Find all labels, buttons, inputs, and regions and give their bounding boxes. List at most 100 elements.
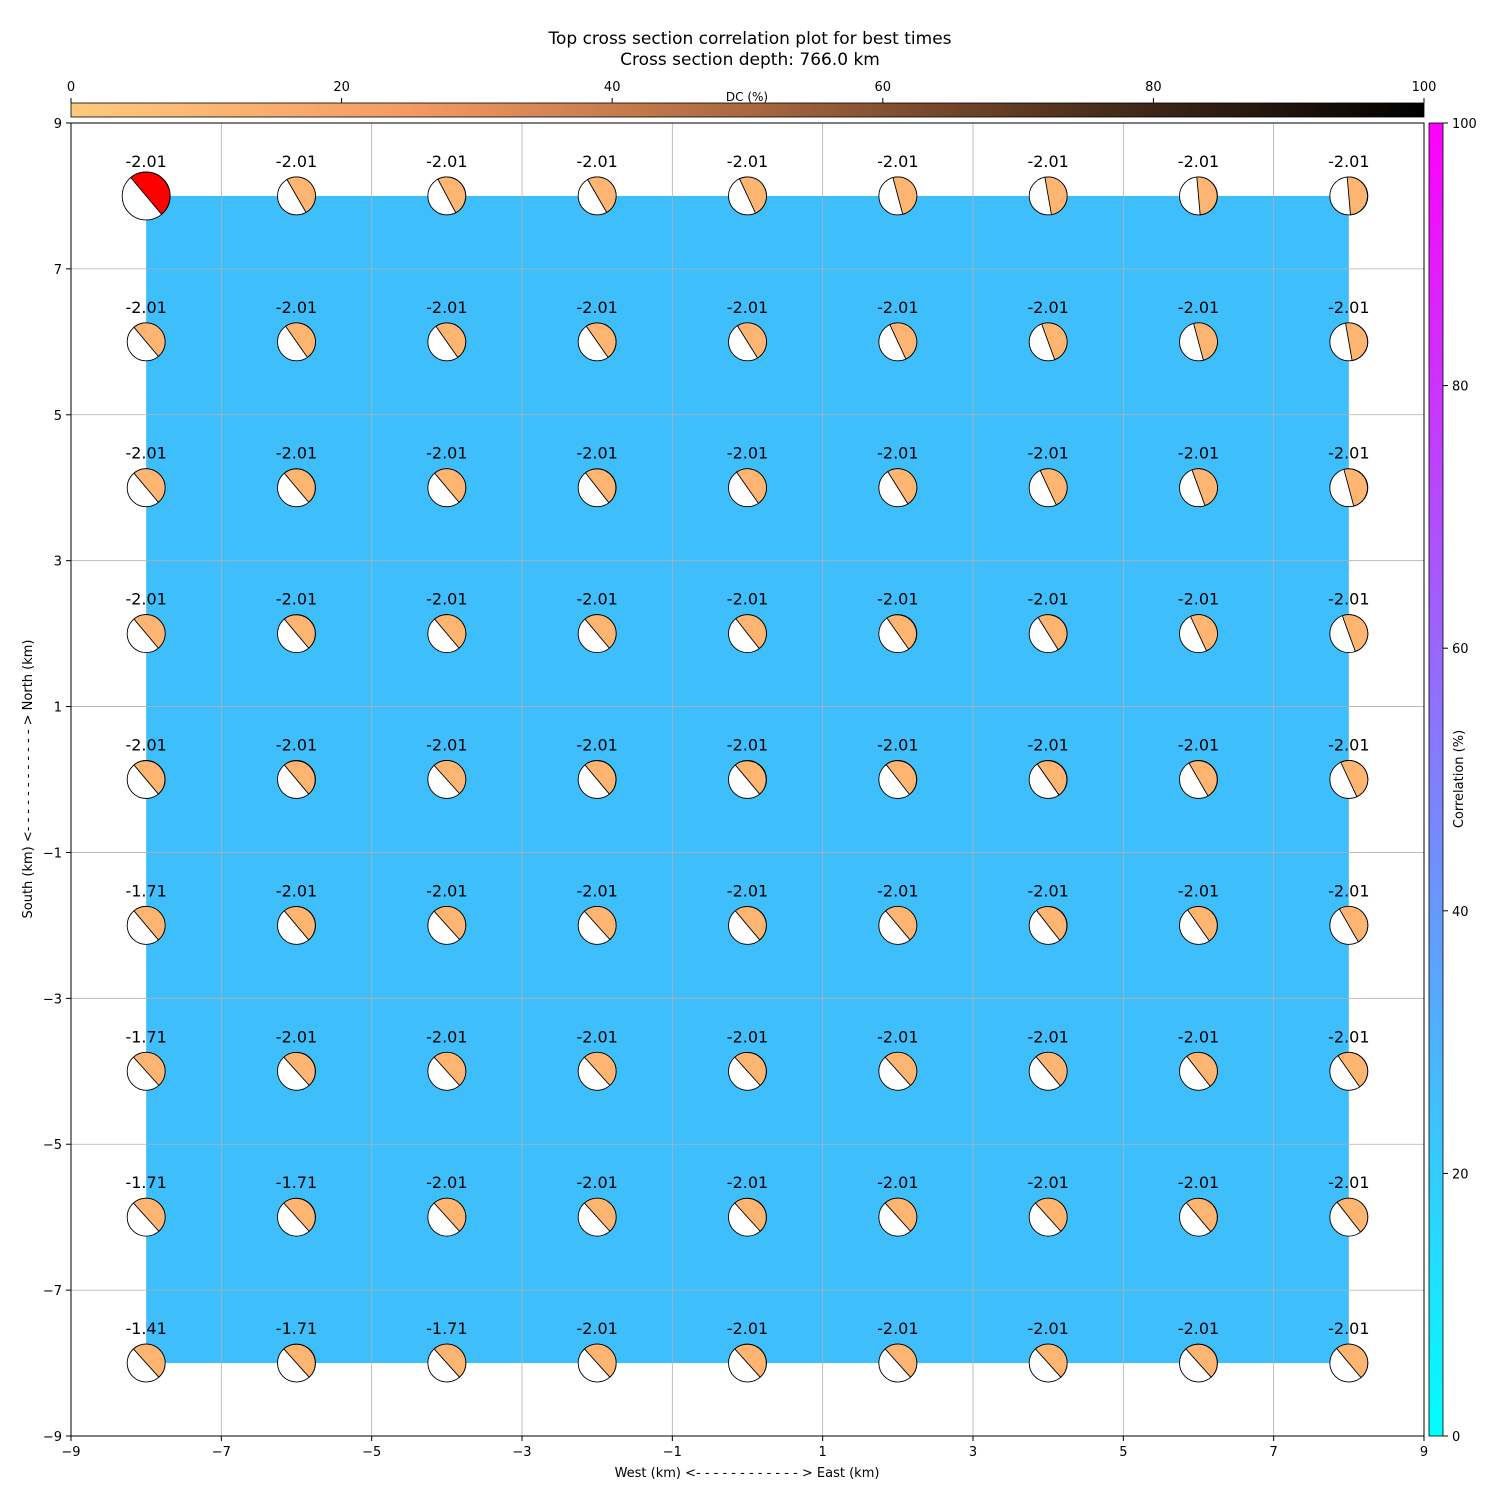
y-tick-label: 5: [54, 409, 62, 424]
mechanism-compressional-quadrant: [887, 468, 918, 505]
dc-colorbar: 0 20 40 60 80 100 DC (%): [67, 80, 1436, 118]
y-tick-label: −7: [43, 1284, 62, 1299]
time-label: -2.01: [1027, 881, 1068, 900]
time-label: -2.01: [276, 152, 317, 171]
correlation-colorbar-ticks: 0 20 40 60 80 100: [1443, 117, 1477, 1445]
y-tick-label: 7: [54, 263, 62, 278]
time-label: -2.01: [1178, 1319, 1219, 1338]
mechanism-compressional-quadrant: [283, 1052, 316, 1087]
dc-colorbar-gradient: [70, 102, 1425, 118]
mechanism-glyph: -2.01: [576, 298, 618, 362]
time-label: -2.01: [276, 444, 317, 463]
mechanism-compressional-quadrant: [1346, 176, 1368, 216]
time-label: -2.01: [1027, 444, 1068, 463]
chart-title: Top cross section correlation plot for b…: [547, 29, 951, 49]
x-tick-label: 3: [969, 1445, 977, 1460]
mechanism-glyph: -2.01: [426, 444, 468, 508]
correlation-tick-label: 0: [1452, 1430, 1460, 1445]
mechanism-compressional-quadrant: [1340, 760, 1369, 798]
mechanism-compressional-quadrant: [734, 1197, 767, 1232]
mechanism-glyph: -2.01: [1178, 881, 1219, 945]
time-label: -2.01: [1178, 1027, 1219, 1046]
x-tick-label: 7: [1270, 1445, 1278, 1460]
chart-subtitle: Cross section depth: 766.0 km: [620, 50, 880, 70]
mechanism-glyph: -2.01: [877, 1027, 919, 1091]
dc-tick-label: 20: [333, 80, 350, 95]
time-label: -2.01: [1328, 590, 1369, 609]
mechanism-glyph: -2.01: [1027, 1027, 1069, 1091]
time-label: -2.01: [426, 298, 467, 317]
mechanism-glyph: -2.01: [576, 152, 618, 216]
mechanism-glyph: -2.01: [121, 152, 171, 221]
mechanism-compressional-quadrant: [735, 614, 767, 650]
time-label: -2.01: [1178, 152, 1219, 171]
time-label: -2.01: [576, 1027, 617, 1046]
x-tick-label: −9: [61, 1445, 80, 1460]
x-tick-label: −1: [663, 1445, 682, 1460]
correlation-tick-label: 60: [1452, 642, 1469, 657]
mechanism-compressional-quadrant: [1188, 760, 1218, 797]
mechanism-compressional-quadrant: [132, 1343, 166, 1378]
mechanism-glyph: -2.01: [727, 736, 768, 799]
dc-tick-label: 0: [67, 80, 75, 95]
mechanism-glyph: -2.01: [576, 1173, 618, 1237]
time-label: -2.01: [426, 736, 467, 755]
mechanism-glyph: -2.01: [125, 736, 167, 799]
mechanism-compressional-quadrant: [735, 468, 767, 504]
time-label: -2.01: [1328, 881, 1369, 900]
mechanism-glyph: -2.01: [576, 736, 618, 799]
time-label: -2.01: [276, 1027, 317, 1046]
mechanism-glyph: -2.01: [1178, 1027, 1219, 1091]
correlation-tick-label: 80: [1452, 380, 1469, 395]
time-label: -2.01: [576, 444, 617, 463]
correlation-colorbar-gradient: [1428, 122, 1444, 1437]
time-label: -2.01: [1328, 1173, 1369, 1192]
mechanism-compressional-quadrant: [584, 614, 617, 649]
mechanism-glyph: -2.01: [1027, 1319, 1069, 1383]
mechanism-compressional-quadrant: [1041, 322, 1068, 361]
mechanism-glyph: -2.01: [1178, 736, 1219, 799]
mechanism-compressional-quadrant: [1186, 1051, 1218, 1087]
y-tick-label: −1: [43, 846, 62, 861]
time-label: -2.01: [426, 152, 467, 171]
time-label: -2.01: [1328, 152, 1369, 171]
mechanism-compressional-quadrant: [437, 176, 467, 214]
time-label: -2.01: [727, 152, 768, 171]
mechanism-compressional-quadrant: [884, 1051, 918, 1087]
time-label: -2.01: [1178, 1173, 1219, 1192]
mechanism-glyph: -2.01: [727, 881, 768, 945]
time-label: -2.01: [426, 444, 467, 463]
y-tick-label: −9: [43, 1430, 62, 1445]
mechanism-compressional-quadrant: [433, 760, 467, 795]
mechanism-compressional-quadrant: [583, 1343, 617, 1378]
mechanism-glyph: -2.01: [576, 444, 618, 508]
time-label: -2.01: [1178, 444, 1219, 463]
mechanism-glyphs: -2.01 -2.01 -2.01 -2.01 -2.01 -2.01 -2.01 -2.01…: [121, 152, 1370, 1383]
mechanism-glyph: -2.01: [727, 1319, 768, 1383]
time-label: -2.01: [727, 298, 768, 317]
mechanism-glyph: -2.01: [276, 736, 317, 799]
mechanism-glyph: -2.01: [877, 1319, 919, 1383]
mechanism-compressional-quadrant: [884, 905, 918, 941]
y-tick-label: 9: [54, 117, 62, 132]
mechanism-glyph: -1.71: [125, 1027, 167, 1091]
mechanism-compressional-quadrant: [1034, 1197, 1068, 1232]
mechanism-compressional-quadrant: [433, 1343, 467, 1378]
mechanism-glyph: -2.01: [727, 444, 768, 508]
time-label: -1.41: [125, 1319, 166, 1338]
mechanism-glyph: -1.71: [125, 1173, 167, 1237]
mechanism-compressional-quadrant: [892, 176, 918, 215]
time-label: -2.01: [125, 590, 166, 609]
y-tick-label: 1: [54, 701, 62, 716]
correlation-colorbar: 0 20 40 60 80 100 Correlation (%): [1428, 117, 1477, 1445]
x-axis-ticks: −9 −7 −5 −3 −1 1 3 5 7 9: [61, 1436, 1428, 1460]
time-label: -2.01: [1027, 1173, 1068, 1192]
time-label: -2.01: [727, 736, 768, 755]
mechanism-glyph: -1.71: [426, 1319, 468, 1383]
time-label: -1.71: [276, 1319, 317, 1338]
mechanism-glyph: -2.01: [426, 152, 468, 216]
dc-tick-label: 40: [604, 80, 621, 95]
mechanism-glyph: -2.01: [1027, 736, 1069, 799]
mechanism-compressional-quadrant: [583, 1051, 617, 1087]
mechanism-glyph: -2.01: [125, 590, 167, 654]
